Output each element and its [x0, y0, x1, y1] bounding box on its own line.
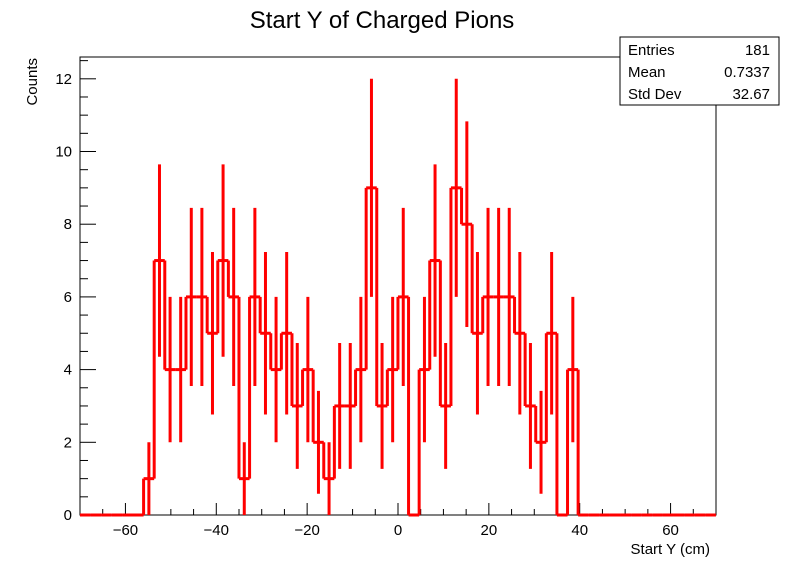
x-axis-label: Start Y (cm) [631, 541, 710, 558]
stats-stddev-value: 32.67 [732, 86, 770, 103]
chart-title: Start Y of Charged Pions [250, 7, 515, 34]
y-tick-label: 12 [55, 71, 72, 88]
stats-stddev-label: Std Dev [628, 86, 682, 103]
y-tick-label: 8 [64, 216, 72, 233]
y-tick-label: 6 [64, 289, 72, 306]
axis-tick-labels: −60 −40 −20 0 20 40 60 0 2 4 6 8 10 12 [55, 71, 679, 539]
x-tick-label: 60 [662, 522, 679, 539]
stats-mean-value: 0.7337 [724, 64, 770, 81]
x-tick-label: 20 [481, 522, 498, 539]
histogram-bars [80, 78, 716, 517]
y-tick-label: 4 [64, 362, 72, 379]
x-tick-label: 0 [394, 522, 402, 539]
stats-entries-value: 181 [745, 42, 770, 59]
y-tick-label: 10 [55, 144, 72, 161]
x-tick-label: −60 [113, 522, 138, 539]
x-tick-label: 40 [571, 522, 588, 539]
y-tick-label: 2 [64, 434, 72, 451]
axis-ticks [79, 60, 717, 516]
stats-box: Entries 181 Mean 0.7337 Std Dev 32.67 [619, 36, 780, 106]
y-tick-label: 0 [64, 507, 72, 524]
x-tick-label: −20 [294, 522, 319, 539]
stats-mean-label: Mean [628, 64, 666, 81]
stats-entries-label: Entries [628, 42, 675, 59]
plot-frame [79, 56, 717, 516]
y-axis-label: Counts [24, 58, 41, 106]
x-tick-label: −40 [204, 522, 229, 539]
